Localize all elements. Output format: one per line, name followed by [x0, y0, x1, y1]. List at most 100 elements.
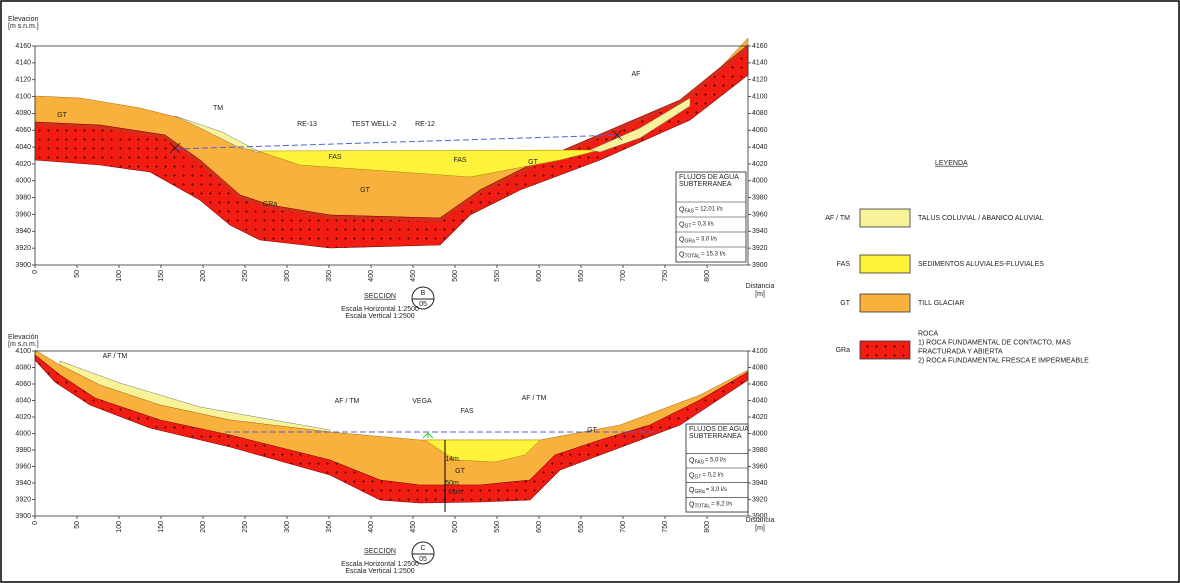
flow-value: = 5,0 l/s — [705, 457, 726, 463]
y-tick-label: 3960 — [752, 463, 768, 470]
x-tick-label: 500 — [452, 521, 459, 533]
x-tick-label: 150 — [158, 521, 165, 533]
y-tick-label: 3940 — [15, 228, 31, 235]
legend-label: FRACTURADA Y ABIERTA — [918, 348, 1003, 355]
x-tick-label: 250 — [242, 521, 249, 533]
flow-value: = 3,0 l/s — [706, 487, 727, 493]
section-title: SECCION — [364, 293, 396, 300]
y-tick-label: 4060 — [15, 127, 31, 134]
flow-row: QFAS= 12,01 l/s — [679, 206, 723, 215]
flow-row: QTOTAL= 8,2 l/s — [689, 501, 732, 510]
y-tick-label: 3960 — [15, 463, 31, 470]
section-badge — [411, 286, 435, 310]
y-tick-label: 4060 — [752, 381, 768, 388]
flow-row: QGT= 0,2 l/s — [689, 472, 724, 481]
flow-sub: GT — [684, 224, 691, 230]
y-tick-label: 4040 — [752, 397, 768, 404]
section-sheet: 05 — [419, 556, 427, 563]
flow-q: Q — [689, 502, 695, 509]
plot-frame — [34, 45, 749, 266]
geology-label: GT — [57, 112, 67, 119]
x-tick-label: 150 — [158, 270, 165, 282]
flow-sub: TOTAL — [694, 504, 710, 510]
y-tick-label: 4080 — [752, 110, 768, 117]
x-tick-label: 300 — [284, 270, 291, 282]
section-title: SECCION — [364, 548, 396, 555]
y-tick-label: 3920 — [15, 245, 31, 252]
y-tick-label: 4080 — [15, 110, 31, 117]
geology-label: 14m — [445, 456, 459, 463]
flow-row: QGRa= 3,0 l/s — [689, 487, 727, 496]
y-tick-label: 3900 — [15, 513, 31, 520]
y-tick-label: 3980 — [15, 447, 31, 454]
y-tick-label: 3920 — [752, 496, 768, 503]
geology-label: FAS — [460, 408, 474, 415]
y-tick-label: 4080 — [752, 364, 768, 371]
x-tick-label: 700 — [620, 521, 627, 533]
x-tick-label: 350 — [326, 521, 333, 533]
flow-value: = 8,2 l/s — [711, 501, 732, 507]
geology-label: GT — [528, 159, 538, 166]
flow-title: FLUJOS DE AGUA — [689, 426, 749, 433]
y-tick-label: 4120 — [752, 77, 768, 84]
geology-label: TM — [213, 105, 223, 112]
x-axis-title: Distancia — [746, 283, 775, 290]
y-axis-title: Elevacion — [8, 16, 38, 23]
flow-row: QGRa= 3,0 l/s — [679, 236, 717, 245]
y-tick-label: 4000 — [752, 430, 768, 437]
y-tick-label: 4080 — [15, 364, 31, 371]
y-tick-label: 3980 — [15, 194, 31, 201]
y-tick-label: 3920 — [752, 245, 768, 252]
geology-label: TEST WELL-2 — [352, 121, 397, 128]
flow-q: Q — [679, 251, 685, 258]
geology-label: FAS — [328, 154, 342, 161]
flow-sub: GRa — [694, 489, 705, 495]
y-tick-label: 3900 — [15, 262, 31, 269]
x-axis-title: [m] — [755, 525, 765, 532]
scale-text: Escala Vertical 1:2500 — [345, 568, 414, 575]
y-tick-label: 4040 — [752, 144, 768, 151]
y-axis-title: [m s.n.m.] — [8, 341, 39, 348]
geology-label: GT — [455, 468, 465, 475]
y-tick-label: 4020 — [15, 161, 31, 168]
y-tick-label: 4160 — [15, 43, 31, 50]
geology-label: GRa — [263, 201, 278, 208]
x-tick-label: 350 — [326, 270, 333, 282]
legend-label: SEDIMENTOS ALUVIALES-FLUVIALES — [918, 261, 1044, 268]
y-tick-label: 3940 — [15, 480, 31, 487]
y-tick-label: 4140 — [15, 60, 31, 67]
flow-sub: GT — [694, 475, 701, 481]
y-tick-label: 3940 — [752, 480, 768, 487]
y-tick-label: 3900 — [752, 262, 768, 269]
y-tick-label: 4020 — [15, 414, 31, 421]
x-tick-label: 300 — [284, 521, 291, 533]
x-tick-label: 550 — [494, 270, 501, 282]
flow-row: QGT= 0,3 l/s — [679, 221, 714, 230]
y-tick-label: 3900 — [752, 513, 768, 520]
y-tick-label: 4040 — [15, 144, 31, 151]
x-tick-label: 450 — [410, 521, 417, 533]
geology-label: FAS — [453, 157, 467, 164]
x-tick-label: 0 — [32, 521, 39, 525]
x-tick-label: 50 — [74, 270, 81, 278]
legend-label: TILL GLACIAR — [918, 300, 964, 307]
geology-label: 50m — [445, 480, 459, 487]
legend-code: GRa — [836, 347, 851, 354]
y-tick-label: 4000 — [752, 178, 768, 185]
geology-label: GT — [587, 427, 597, 434]
flow-value: = 0,3 l/s — [692, 221, 713, 227]
x-tick-label: 600 — [536, 521, 543, 533]
x-tick-label: 700 — [620, 270, 627, 282]
x-tick-label: 800 — [704, 270, 711, 282]
y-tick-label: 4100 — [15, 348, 31, 355]
geology-label: RE-12 — [415, 121, 435, 128]
scale-text: Escala Horizontal 1:2500 — [341, 561, 419, 568]
flow-sub: FAS — [694, 460, 704, 466]
flow-q: Q — [679, 221, 685, 228]
legend-code: FAS — [837, 261, 851, 268]
flow-title: FLUJOS DE AGUA — [679, 174, 739, 181]
geology-label: AF — [632, 71, 641, 78]
flow-q: Q — [689, 458, 695, 465]
x-tick-label: 50 — [74, 521, 81, 529]
